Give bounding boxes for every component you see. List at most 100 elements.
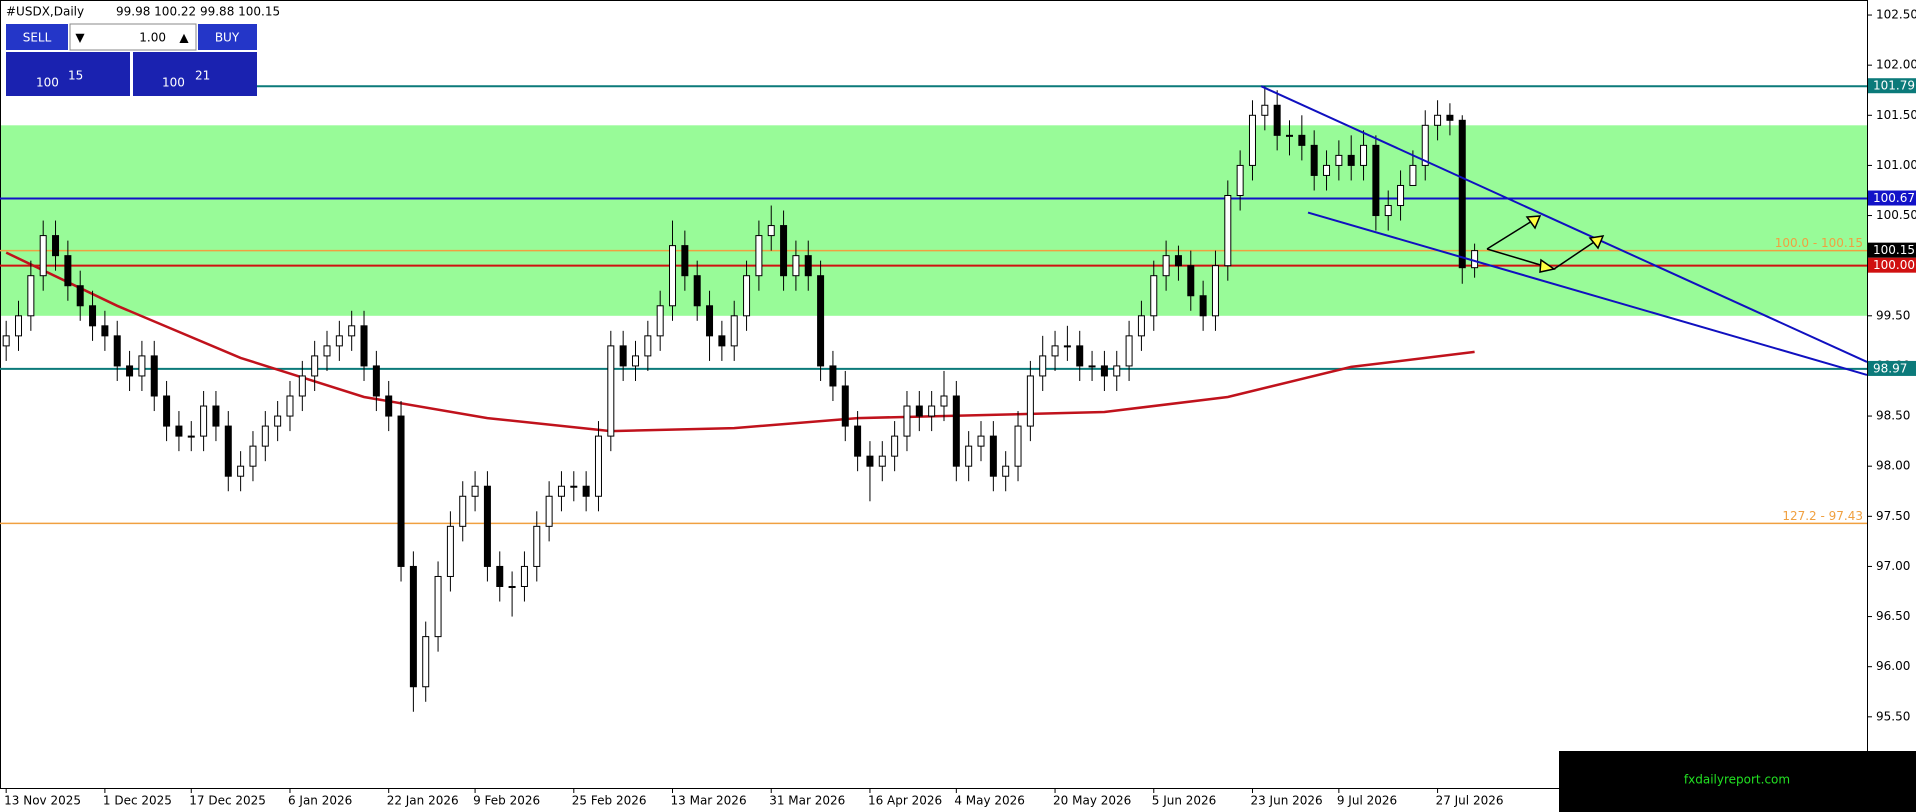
candle-body [1150, 275, 1158, 317]
trendline [1260, 85, 1868, 363]
level-label: 100.67 [1873, 191, 1915, 205]
level-tag [1868, 257, 1916, 273]
candle-body [706, 305, 714, 337]
candle-body [718, 335, 726, 347]
level-tag [1868, 360, 1916, 376]
candle-body [755, 235, 763, 277]
sell-button[interactable] [6, 24, 68, 50]
candle-body [150, 355, 158, 397]
candle-body [76, 285, 84, 307]
lot-down[interactable]: ▼ [75, 31, 85, 45]
candle-body [1051, 345, 1059, 357]
sell-price-big: 100 [36, 76, 59, 90]
candle-body [557, 485, 565, 497]
level-label: 100.00 [1873, 258, 1915, 272]
level-label: 98.97 [1873, 361, 1907, 375]
candle-body [434, 575, 442, 638]
candle-body [1100, 365, 1108, 377]
candle-body [619, 345, 627, 367]
candle-body [903, 405, 911, 437]
candle-body [200, 405, 208, 437]
candle-body [261, 425, 269, 447]
candle-body [1434, 114, 1442, 126]
candle-body [520, 565, 528, 587]
trendline [1307, 211, 1868, 376]
arrow-head [1588, 235, 1605, 250]
buy-price-big: 100 [162, 76, 185, 90]
candle-body [656, 305, 664, 337]
candle-body [348, 325, 356, 337]
candle-body [928, 405, 936, 417]
candle-body [422, 636, 430, 688]
watermark: fxdailyreport.com [1684, 773, 1790, 787]
x-tick-label: 9 Feb 2026 [473, 794, 540, 808]
x-tick-label: 16 Apr 2026 [868, 794, 942, 808]
candle-body [1310, 144, 1318, 176]
candle-body [915, 405, 923, 417]
x-tick-label: 5 Jun 2026 [1152, 794, 1217, 808]
candle-body [1397, 184, 1405, 207]
lot-up[interactable]: ▲ [179, 31, 189, 45]
candle-body [878, 455, 886, 467]
candle-body [385, 395, 393, 417]
sell-label: SELL [23, 31, 52, 45]
fib-label: 100.0 - 100.15 [1775, 236, 1863, 250]
buy-button[interactable] [198, 24, 257, 50]
candle-body [841, 385, 849, 427]
candle-body [27, 275, 35, 317]
level-tag [1868, 78, 1916, 94]
candle-body [459, 495, 467, 527]
y-tick-label: 102.50 [1876, 8, 1916, 22]
candle-body [952, 395, 960, 467]
level-label: 101.79 [1873, 79, 1915, 93]
candle-body [989, 435, 997, 477]
candle-body [1199, 295, 1207, 317]
candle-body [89, 305, 97, 327]
x-tick-label: 25 Feb 2026 [572, 794, 647, 808]
candle-body [224, 425, 232, 477]
candle-body [1421, 124, 1429, 166]
candle-body [1211, 265, 1219, 317]
candle-body [594, 435, 602, 497]
sell-price-box[interactable] [6, 52, 130, 96]
y-tick-label: 98.50 [1876, 409, 1910, 423]
candle-body [409, 565, 417, 688]
candle-body [1360, 144, 1368, 166]
candle-body [1063, 345, 1071, 348]
candle-body [1248, 114, 1256, 166]
lot-input[interactable] [69, 23, 197, 51]
y-tick-label: 98.00 [1876, 459, 1910, 473]
candle-body [1039, 355, 1047, 377]
candle-body [1471, 250, 1479, 269]
candle-body [582, 485, 590, 497]
candle-body [767, 225, 775, 237]
candle-body [483, 485, 491, 567]
y-tick-label: 96.50 [1876, 609, 1910, 623]
candle-body [780, 225, 788, 277]
moving-average [5, 251, 1475, 433]
candle-body [854, 425, 862, 457]
candle-body [138, 355, 146, 377]
candle-body [1372, 144, 1380, 217]
candle-body [311, 355, 319, 377]
candle-body [1137, 315, 1145, 337]
candle-body [237, 465, 245, 477]
price-tag [1868, 242, 1916, 258]
candle-body [335, 335, 343, 347]
level-tag [1868, 190, 1916, 206]
candle-body [39, 235, 47, 277]
x-tick-label: 17 Dec 2025 [189, 794, 266, 808]
candle-body [1286, 134, 1294, 137]
candle-body [669, 245, 677, 307]
candle-body [792, 255, 800, 277]
candle-body [52, 235, 60, 257]
x-tick-label: 6 Jan 2026 [288, 794, 352, 808]
candle-body [1458, 119, 1466, 269]
candle-body [1409, 164, 1417, 186]
x-tick-label: 22 Jan 2026 [387, 794, 459, 808]
y-tick-label: 97.50 [1876, 509, 1910, 523]
candle-body [607, 345, 615, 437]
candle-body [2, 335, 10, 347]
support-zone [1, 125, 1867, 316]
buy-price-box[interactable] [133, 52, 257, 96]
